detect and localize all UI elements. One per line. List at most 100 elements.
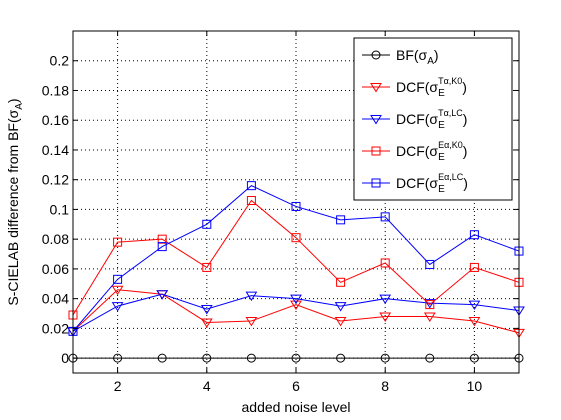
series-line <box>72 185 520 332</box>
data-point <box>246 196 256 206</box>
data-point <box>468 300 481 311</box>
data-point <box>246 353 256 363</box>
series-2 <box>67 290 525 337</box>
data-point <box>334 302 347 312</box>
legend-label-sub: E <box>438 120 445 131</box>
data-point <box>469 230 479 240</box>
data-point <box>113 237 123 247</box>
legend-swatch-marker <box>370 115 382 125</box>
legend-entry: BF(σA) <box>362 47 439 67</box>
series-1 <box>67 285 525 339</box>
ticks: 2 4 6 8 10 0 0.02 0.04 0.06 0.08 0.1 0.12 0.14 0.16 0.… <box>42 31 519 394</box>
data-point <box>156 290 169 300</box>
data-point <box>200 318 213 328</box>
legend-label-main: BF(σ <box>396 47 428 63</box>
series-line <box>72 293 520 332</box>
legend-label-close: ) <box>462 79 467 95</box>
legend-label-close: ) <box>463 175 468 191</box>
y-tick-label: 0.04 <box>42 291 69 307</box>
data-point <box>423 299 436 309</box>
data-point <box>113 353 123 363</box>
data-point <box>202 353 212 363</box>
data-point <box>334 316 347 327</box>
legend-label-main: DCF(σ <box>396 79 438 95</box>
legend-label-close: ) <box>463 111 468 127</box>
data-point <box>425 300 435 310</box>
data-point <box>379 294 392 305</box>
y-tick-label: 0.06 <box>42 261 69 277</box>
data-point <box>200 305 213 315</box>
y-tick-label: 0.02 <box>42 320 69 336</box>
legend-label-sup: Eα,LC <box>438 172 464 182</box>
legend-label: DCF(σTα,K0 E) <box>396 76 467 99</box>
legend-label-close: ) <box>434 47 439 63</box>
data-point <box>336 353 346 363</box>
y-tick-label: 0.1 <box>50 201 70 217</box>
data-point <box>157 242 167 252</box>
legend-label-main: DCF(σ <box>396 111 438 127</box>
data-point <box>246 181 256 191</box>
legend-label-sup: Tα,LC <box>438 108 463 118</box>
data-point <box>111 302 124 312</box>
legend-swatch-marker <box>371 50 381 60</box>
series-line <box>72 199 520 316</box>
y-tick-label: 0.08 <box>42 231 69 247</box>
data-point <box>202 219 212 229</box>
data-point <box>468 316 481 327</box>
legend-label: DCF(σTα,LC E) <box>396 108 467 131</box>
y-tick-label: 0.16 <box>42 112 69 128</box>
x-tick-label: 6 <box>292 378 300 394</box>
data-point <box>202 262 212 272</box>
data-point <box>425 353 435 363</box>
data-point <box>336 215 346 225</box>
legend-label-sub: E <box>438 152 445 163</box>
x-tick-label: 8 <box>381 378 389 394</box>
legend-swatch-marker <box>371 178 381 188</box>
series-line <box>72 289 520 334</box>
series-layer <box>67 181 525 363</box>
data-point <box>157 353 167 363</box>
y-axis-label-close: ) <box>5 98 21 103</box>
y-axis-label: S-CIELAB difference from BF(σA) <box>5 98 25 305</box>
y-axis-label-main: S-CIELAB difference from BF(σ <box>5 109 21 305</box>
y-tick-label: 0.2 <box>50 53 70 69</box>
data-point <box>291 353 301 363</box>
data-point <box>469 353 479 363</box>
legend-entry: DCF(σEα,LC E) <box>362 172 468 195</box>
data-point <box>336 277 346 287</box>
data-point <box>245 316 258 327</box>
x-axis-label: added noise level <box>242 399 351 415</box>
x-tick-label: 4 <box>203 378 211 394</box>
data-point <box>380 353 390 363</box>
data-point <box>111 285 124 296</box>
data-point <box>425 259 435 269</box>
legend-swatch-marker <box>371 146 381 156</box>
x-tick-label: 10 <box>467 378 483 394</box>
legend-label-sub: E <box>438 88 445 99</box>
legend-entry: DCF(σTα,K0 E) <box>362 76 467 99</box>
data-point <box>113 274 123 284</box>
legend-entry: DCF(σEα,K0 E) <box>362 140 467 163</box>
data-point <box>469 262 479 272</box>
data-point <box>291 201 301 211</box>
data-point <box>380 258 390 268</box>
legend-label-close: ) <box>463 143 468 159</box>
legend-label-main: DCF(σ <box>396 175 438 191</box>
data-point <box>290 294 302 305</box>
legend-label-main: DCF(σ <box>396 143 438 159</box>
legend-label: DCF(σEα,K0 E) <box>396 140 467 163</box>
y-tick-label: 0.14 <box>42 142 69 158</box>
data-point <box>291 233 301 243</box>
legend-label-sup: Eα,K0 <box>438 140 463 150</box>
data-point <box>290 300 302 311</box>
data-point <box>157 234 167 244</box>
legend-label: DCF(σEα,LC E) <box>396 172 468 195</box>
data-point <box>245 291 258 302</box>
y-axis-label-sub: A <box>14 103 25 110</box>
data-point <box>379 312 392 322</box>
legend-entry: DCF(σTα,LC E) <box>362 108 467 131</box>
legend: BF(σA)DCF(σTα,K0 E)DCF(σTα,LC E)DCF(σEα,K0… <box>353 37 513 201</box>
legend-label: BF(σA) <box>396 47 439 67</box>
legend-label-sub: A <box>427 56 434 67</box>
